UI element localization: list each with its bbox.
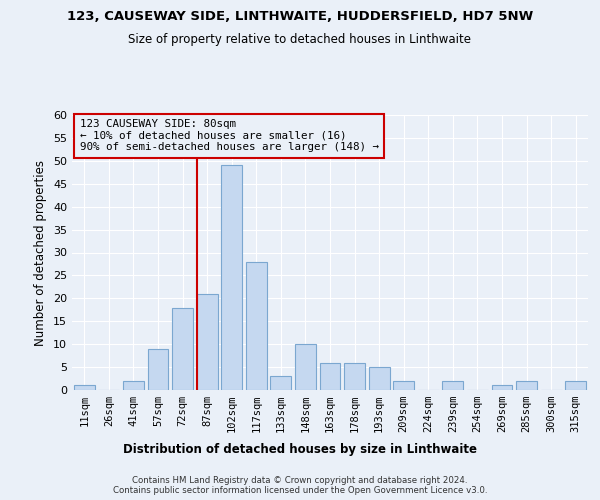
Bar [516,381,537,390]
Bar [565,381,586,390]
Text: Distribution of detached houses by size in Linthwaite: Distribution of detached houses by size … [123,442,477,456]
Text: Contains HM Land Registry data © Crown copyright and database right 2024.
Contai: Contains HM Land Registry data © Crown c… [113,476,487,495]
Y-axis label: Number of detached properties: Number of detached properties [34,160,47,346]
Bar [442,381,463,390]
Text: Size of property relative to detached houses in Linthwaite: Size of property relative to detached ho… [128,32,472,46]
Bar [393,381,414,390]
Bar [148,349,169,390]
Bar [197,294,218,390]
Bar [246,262,267,390]
Bar [368,367,389,390]
Text: 123 CAUSEWAY SIDE: 80sqm
← 10% of detached houses are smaller (16)
90% of semi-d: 123 CAUSEWAY SIDE: 80sqm ← 10% of detach… [80,119,379,152]
Bar [172,308,193,390]
Bar [344,362,365,390]
Bar [221,166,242,390]
Bar [295,344,316,390]
Bar [123,381,144,390]
Bar [74,386,95,390]
Bar [491,386,512,390]
Text: 123, CAUSEWAY SIDE, LINTHWAITE, HUDDERSFIELD, HD7 5NW: 123, CAUSEWAY SIDE, LINTHWAITE, HUDDERSF… [67,10,533,23]
Bar [271,376,292,390]
Bar [320,362,340,390]
